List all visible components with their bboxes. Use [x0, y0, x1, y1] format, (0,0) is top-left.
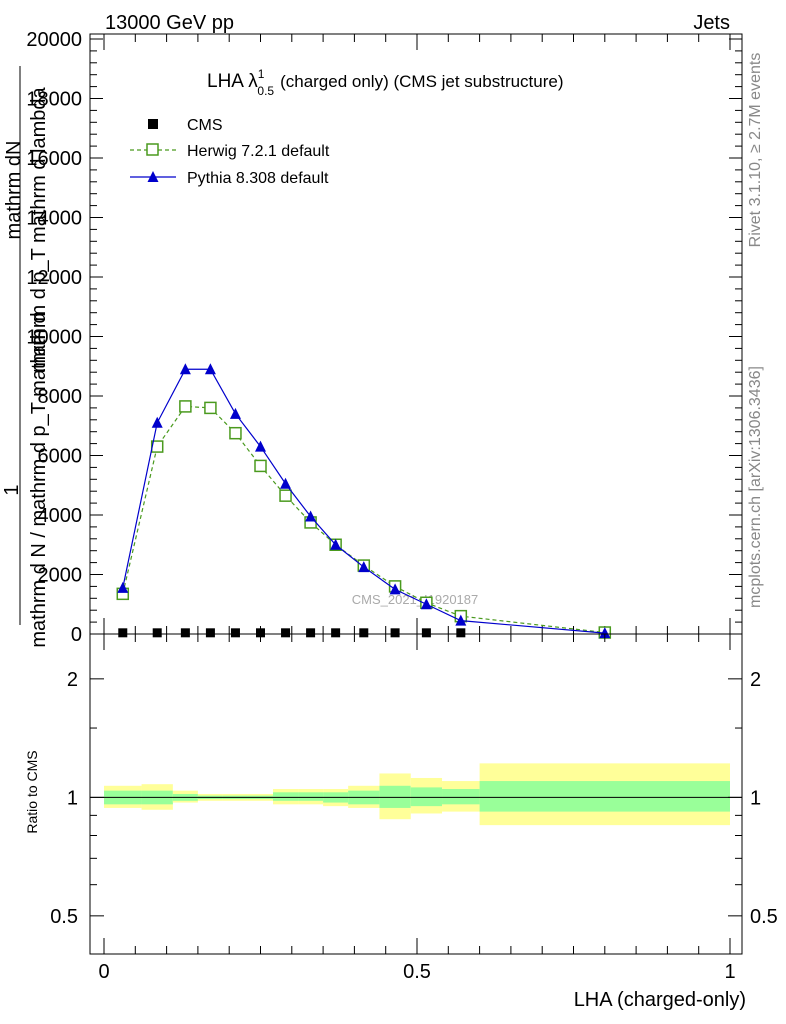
cms-point [180, 628, 190, 638]
y-label-one: 1 [1, 484, 23, 495]
rivet-version-label: Rivet 3.1.10, ≥ 2.7M events [747, 53, 764, 248]
main-y-tick-label: 14000 [26, 208, 82, 230]
legend-pythia-label: Pythia 8.308 default [187, 170, 329, 187]
ratio-panel: 0.5 0.51 12 2 0 0.5 1 Ratio to CMS LHA (charg… [24, 633, 778, 1011]
legend-herwig-label: Herwig 7.2.1 default [187, 143, 330, 160]
main-y-tick-label: 6000 [38, 446, 83, 468]
cms-point [281, 628, 291, 638]
pythia-point [305, 510, 317, 522]
ratio-frame [89, 633, 743, 955]
pythia-point [255, 440, 266, 452]
pythia-point [455, 614, 467, 626]
ratio-inner-band [479, 781, 730, 812]
main-y-tick-label: 18000 [26, 89, 82, 111]
ratio-x-axis: 0 0.5 1 [98, 634, 736, 983]
herwig-point [204, 401, 217, 415]
title-main: LHA λ [207, 71, 258, 92]
main-y-tick-label: 20000 [26, 29, 82, 51]
main-y-tick-label: 12000 [26, 267, 82, 289]
pythia-point [179, 363, 191, 375]
title-subscript: 0.5 [257, 84, 274, 98]
main-y-tick-label: 10000 [26, 327, 82, 349]
ratio-y-axis: 0.5 0.5 1 1 2 2 [50, 669, 778, 928]
pythia-line [122, 368, 605, 634]
main-y-tick-label: 16000 [26, 148, 82, 170]
pythia-point [358, 561, 370, 573]
x-tick-label: 1 [724, 961, 735, 983]
cms-point [390, 628, 400, 638]
cms-point [421, 628, 431, 638]
y-label-lower: mathrm d N / mathrm d p_T mathrm d [28, 312, 50, 647]
pythia-point [280, 477, 292, 489]
pythia-point [204, 363, 216, 375]
cms-point [230, 628, 240, 638]
ratio-y-label: Ratio to CMS [24, 750, 40, 833]
herwig-point [279, 489, 292, 502]
ratio-y-tick-label-right: 2 [750, 669, 761, 691]
ratio-y-tick-label-right: 0.5 [750, 906, 778, 928]
title-rest: (charged only) (CMS jet substructure) [280, 72, 563, 91]
cms-point [359, 628, 369, 638]
header-right: Jets [693, 12, 730, 34]
pythia-point [117, 581, 129, 593]
main-y-tick-label: 2000 [38, 565, 83, 587]
pythia-series [117, 363, 611, 639]
main-y-label: mathrm dN mathrm d p_T mathrm d lambda 1… [1, 66, 50, 648]
ratio-y-tick-label: 2 [67, 669, 78, 691]
title-superscript: 1 [258, 67, 265, 81]
ratio-y-tick-label: 0.5 [50, 906, 78, 928]
plot-title: LHA λ1 0.5 (charged only) (CMS jet substru… [207, 67, 564, 98]
herwig-point [229, 426, 242, 440]
main-panel: 0 2000 4000 6000 8000 10000 12000 14000 16000 180… [1, 29, 743, 648]
cms-point [205, 628, 215, 638]
ratio-y-tick-label: 1 [67, 787, 78, 809]
legend-herwig-marker [146, 143, 159, 156]
legend-cms-marker [148, 119, 158, 129]
cms-series [118, 628, 466, 638]
cms-point [256, 628, 265, 638]
ratio-inner-band [273, 792, 299, 801]
herwig-point [179, 400, 192, 413]
pythia-point [229, 407, 241, 419]
x-axis-label: LHA (charged-only) [574, 989, 746, 1011]
cms-point [118, 628, 128, 638]
legend: CMS Herwig 7.2.1 default Pythia 8.308 de… [130, 117, 330, 187]
x-tick-label: 0.5 [403, 961, 431, 983]
ratio-inner-band [298, 792, 324, 801]
legend-pythia-marker [147, 171, 159, 182]
ratio-inner-band [410, 787, 443, 807]
ratio-inner-band [442, 789, 480, 805]
pythia-point [389, 583, 401, 595]
main-y-tick-label: 8000 [38, 386, 83, 408]
pythia-point [420, 598, 432, 610]
header-left: 13000 GeV pp [105, 12, 234, 34]
pythia-point [151, 416, 163, 428]
pythia-point [330, 538, 342, 550]
herwig-point [254, 459, 267, 473]
cms-point [152, 628, 162, 638]
legend-cms-label: CMS [187, 117, 223, 134]
main-y-tick-label: 4000 [38, 505, 83, 527]
cms-point [306, 628, 316, 638]
main-y-axis: 0 2000 4000 6000 8000 10000 12000 14000 16000 180… [26, 29, 742, 646]
y-label-numerator: mathrm dN [3, 141, 25, 240]
ratio-bands [104, 763, 730, 826]
main-y-tick-label: 0 [71, 624, 82, 646]
y-label-denominator: mathrm d p_T mathrm d lambda [28, 86, 50, 372]
cms-point [331, 628, 341, 638]
mcplots-label: mcplots.cern.ch [arXiv:1306.3436] [747, 366, 764, 608]
pythia-point [599, 627, 611, 639]
cms-point [456, 628, 466, 638]
x-tick-label: 0 [98, 961, 109, 983]
ratio-y-tick-label-right: 1 [750, 787, 761, 809]
main-x-axis [103, 34, 731, 634]
